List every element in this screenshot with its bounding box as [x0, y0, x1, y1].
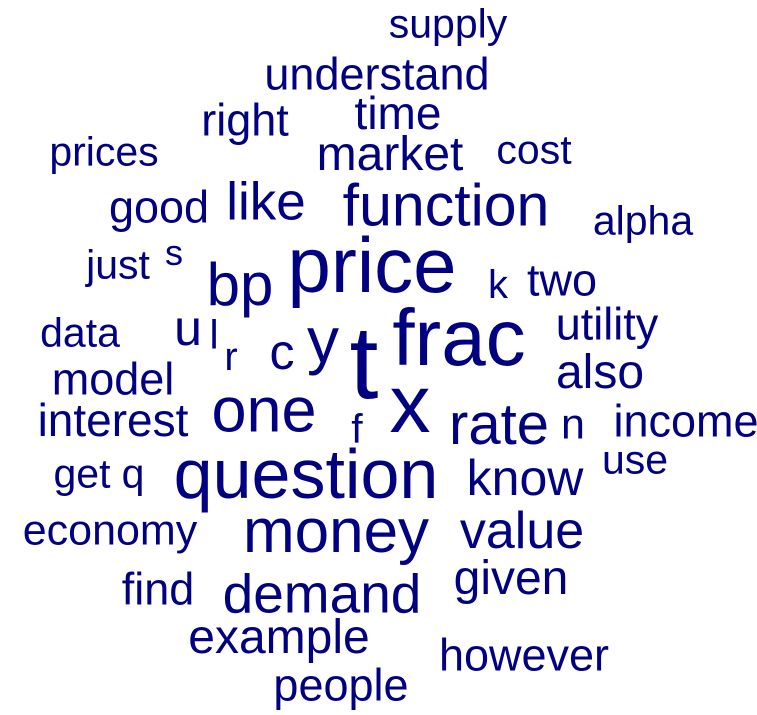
word-u: u [174, 300, 202, 356]
word-money: money [242, 497, 430, 566]
word-y: y [307, 304, 339, 376]
word-just: just [86, 241, 150, 288]
word-understand: understand [264, 48, 490, 100]
word-two: two [526, 254, 598, 306]
word-cost: cost [496, 126, 572, 173]
word-get: get [53, 450, 111, 497]
word-know: know [466, 450, 584, 506]
word-price: price [287, 221, 457, 309]
word-example: example [188, 611, 370, 664]
word-however: however [438, 629, 610, 681]
word-use: use [601, 436, 669, 483]
word-one: one [211, 375, 317, 446]
word-q: q [121, 450, 145, 497]
word-time: time [354, 87, 442, 139]
word-economy: economy [22, 506, 198, 555]
word-market: market [316, 128, 464, 181]
word-k: k [488, 263, 508, 307]
word-given: given [453, 552, 569, 605]
word-prices: prices [49, 128, 159, 175]
word-good: good [108, 181, 210, 233]
word-c: c [269, 324, 295, 380]
word-right: right [201, 94, 289, 146]
word-find: find [121, 563, 195, 615]
word-interest: interest [37, 394, 189, 446]
word-income: income [613, 395, 757, 447]
word-value: value [459, 502, 585, 560]
word-frac: frac [392, 293, 526, 382]
word-bp: bp [206, 251, 274, 318]
word-l: l [209, 311, 219, 358]
word-alpha: alpha [592, 197, 694, 244]
word-question: question [173, 435, 439, 513]
word-rate: rate [449, 392, 549, 457]
word-f: f [351, 405, 363, 452]
word-function: function [342, 172, 550, 239]
word-x: x [389, 359, 431, 450]
word-n: n [561, 400, 585, 449]
word-supply: supply [388, 0, 508, 47]
word-like: like [226, 172, 306, 232]
word-model: model [51, 353, 175, 405]
word-demand: demand [222, 562, 422, 625]
word-data: data [40, 309, 120, 356]
word-also: also [555, 346, 645, 399]
word-utility: utility [555, 298, 659, 350]
word-r: r [224, 335, 238, 379]
word-s: s [165, 232, 183, 273]
word-people: people [273, 659, 409, 711]
word-t: t [349, 305, 379, 421]
